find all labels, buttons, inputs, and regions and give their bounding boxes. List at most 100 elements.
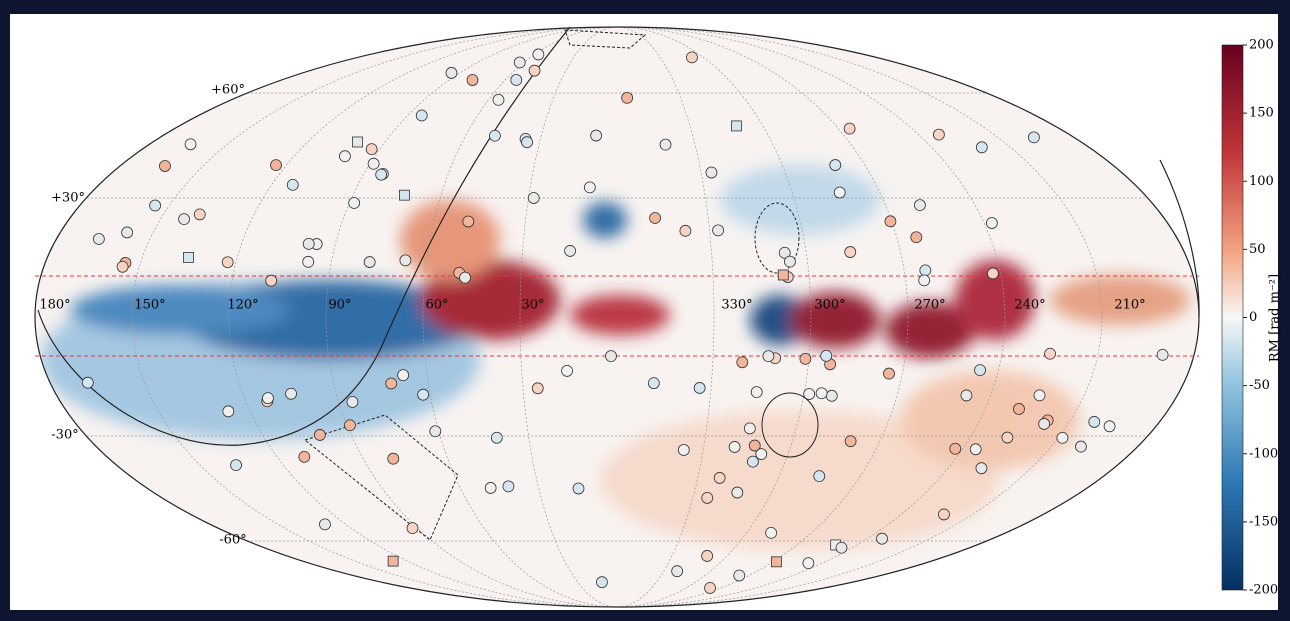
source-marker (347, 396, 358, 407)
source-marker (463, 216, 474, 227)
source-marker (938, 509, 949, 520)
colorbar-tick-label: -200 (1249, 583, 1278, 598)
source-marker (386, 378, 397, 389)
source-marker (388, 556, 398, 566)
source-marker (885, 216, 896, 227)
source-marker (648, 378, 659, 389)
source-marker (339, 151, 350, 162)
source-marker (299, 451, 310, 462)
source-marker (503, 481, 514, 492)
source-marker (179, 214, 190, 225)
source-marker (117, 261, 128, 272)
source-marker (919, 275, 930, 286)
source-marker (800, 353, 811, 364)
source-marker (467, 75, 478, 86)
source-marker (376, 169, 387, 180)
source-marker (914, 200, 925, 211)
source-marker (933, 129, 944, 140)
source-marker (522, 137, 533, 148)
source-marker (491, 432, 502, 443)
source-marker (368, 158, 379, 169)
source-marker (532, 383, 543, 394)
source-marker (702, 550, 713, 561)
source-marker (303, 256, 314, 267)
sky-map: 180°150°120°90°60°30°330°300°270°240°210… (0, 0, 1290, 617)
source-marker (194, 209, 205, 220)
colorbar-tick-label: -100 (1249, 446, 1278, 461)
source-marker (877, 533, 888, 544)
source-marker (1089, 416, 1100, 427)
source-marker (416, 110, 427, 121)
source-marker (734, 570, 745, 581)
source-marker (1045, 348, 1056, 359)
source-marker (814, 471, 825, 482)
source-marker (976, 463, 987, 474)
source-marker (1028, 132, 1039, 143)
source-marker (766, 527, 777, 538)
source-marker (731, 121, 741, 131)
source-marker (749, 440, 760, 451)
colorbar-tick-label: -150 (1249, 514, 1278, 529)
source-marker (771, 557, 781, 567)
source-marker (314, 429, 325, 440)
source-marker (737, 357, 748, 368)
source-marker (834, 187, 845, 198)
source-marker (287, 179, 298, 190)
source-marker (986, 218, 997, 229)
source-marker (821, 350, 832, 361)
colorbar-tick-label: 0 (1249, 310, 1257, 325)
source-marker (493, 94, 504, 105)
source-marker (763, 351, 774, 362)
source-marker (400, 255, 411, 266)
source-marker (686, 52, 697, 63)
source-marker (987, 268, 998, 279)
source-marker (1013, 403, 1024, 414)
source-marker (660, 139, 671, 150)
source-marker (418, 389, 429, 400)
source-marker (366, 144, 377, 155)
source-marker (407, 523, 418, 534)
source-marker (399, 190, 409, 200)
source-marker (1057, 432, 1068, 443)
colorbar-tick-label: 150 (1249, 106, 1274, 121)
source-marker (349, 197, 360, 208)
colorbar (1222, 45, 1243, 590)
source-marker (529, 65, 540, 76)
source-marker (344, 420, 355, 431)
longitude-label: 30° (521, 298, 544, 313)
source-marker (82, 377, 93, 388)
source-marker (562, 365, 573, 376)
source-marker (778, 270, 788, 280)
source-marker (460, 272, 471, 283)
source-marker (845, 247, 856, 258)
source-marker (398, 370, 409, 381)
source-marker (650, 213, 661, 224)
source-marker (319, 519, 330, 530)
source-marker (732, 487, 743, 498)
source-marker (694, 382, 705, 393)
source-marker (1002, 432, 1013, 443)
source-marker (388, 453, 399, 464)
source-marker (185, 139, 196, 150)
longitude-label: 270° (914, 298, 945, 313)
source-marker (430, 426, 441, 437)
source-marker (845, 436, 856, 447)
longitude-label: 180° (39, 298, 70, 313)
source-marker (920, 265, 931, 276)
source-marker (911, 232, 922, 243)
source-marker (266, 275, 277, 286)
rm-field (35, 27, 1199, 607)
source-marker (511, 74, 522, 85)
source-marker (784, 256, 795, 267)
source-marker (830, 160, 841, 171)
latitude-label: +60° (211, 83, 245, 98)
latitude-label: +30° (51, 191, 85, 206)
colorbar-tick-label: -50 (1249, 378, 1270, 393)
source-marker (747, 456, 758, 467)
source-marker (1075, 441, 1086, 452)
source-marker (844, 123, 855, 134)
colorbar-tick-label: 100 (1249, 174, 1274, 189)
source-marker (883, 368, 894, 379)
longitude-label: 120° (227, 298, 258, 313)
source-marker (729, 441, 740, 452)
